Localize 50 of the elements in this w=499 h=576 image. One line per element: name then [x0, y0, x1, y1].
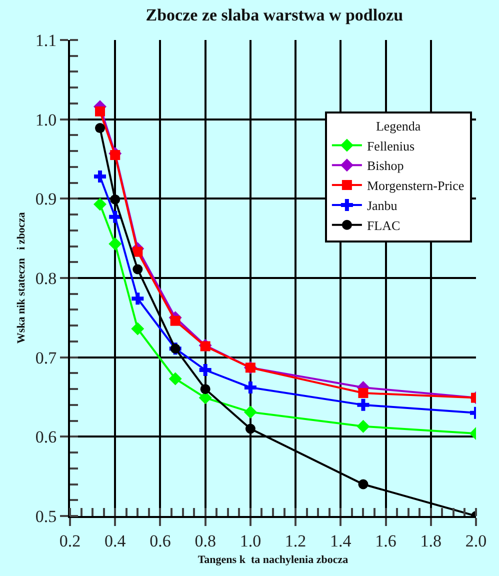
- x-tick-label: 1.8: [420, 531, 442, 550]
- point: [95, 123, 105, 134]
- y-tick-label: 0.6: [35, 428, 57, 447]
- x-tick-label: 2.0: [465, 531, 487, 550]
- point: [94, 170, 106, 182]
- y-tick-label: 0.7: [35, 348, 58, 368]
- x-tick-label: 1.6: [375, 531, 396, 550]
- point: [244, 381, 256, 394]
- y-tick-label: 0.8: [35, 268, 57, 288]
- point: [95, 106, 105, 116]
- x-tick-label: 1.4: [330, 531, 352, 550]
- y-tick-label: 1.0: [35, 110, 57, 130]
- legend-title: Legenda: [376, 118, 421, 134]
- point: [358, 388, 368, 398]
- point: [131, 322, 144, 336]
- point: [200, 341, 210, 352]
- point: [199, 364, 212, 376]
- point: [356, 420, 370, 433]
- point: [132, 264, 143, 274]
- legend-label: Janbu: [366, 198, 398, 214]
- point: [358, 479, 368, 490]
- y-tick-label: 1.1: [35, 30, 57, 50]
- y-tick-label: 0.9: [35, 190, 57, 209]
- x-tick-label: 0.6: [150, 531, 171, 550]
- x-tick-label: 1.0: [240, 531, 262, 550]
- point: [108, 237, 122, 250]
- point: [170, 316, 180, 326]
- x-tick-label: 0.4: [104, 531, 126, 550]
- x-tick-label: 0.8: [194, 531, 216, 550]
- point: [200, 384, 210, 394]
- point: [245, 424, 256, 434]
- y-tick-label: 0.5: [35, 506, 57, 526]
- legend-label: FLAC: [366, 218, 400, 233]
- point: [110, 194, 120, 204]
- x-tick-label: 1.2: [284, 531, 306, 550]
- point: [168, 372, 182, 386]
- legend-label: Fellenius: [366, 138, 415, 154]
- legend-label: Bishop: [366, 158, 404, 174]
- chart-title: Zbocze ze slaba warstwa w podlozu: [146, 6, 404, 25]
- point: [132, 292, 144, 305]
- point: [94, 198, 106, 211]
- legend-label: Morgenstern-Price: [366, 178, 464, 194]
- point: [110, 150, 120, 160]
- point: [109, 210, 122, 223]
- x-tick-label: 0.2: [59, 531, 81, 550]
- y-axis-title: Wska nik stateczn i zbocza: [16, 212, 28, 344]
- point: [357, 398, 370, 411]
- point: [244, 406, 257, 419]
- x-axis-title: Tangens k ta nachylenia zbocza: [198, 554, 349, 566]
- point: [132, 246, 143, 257]
